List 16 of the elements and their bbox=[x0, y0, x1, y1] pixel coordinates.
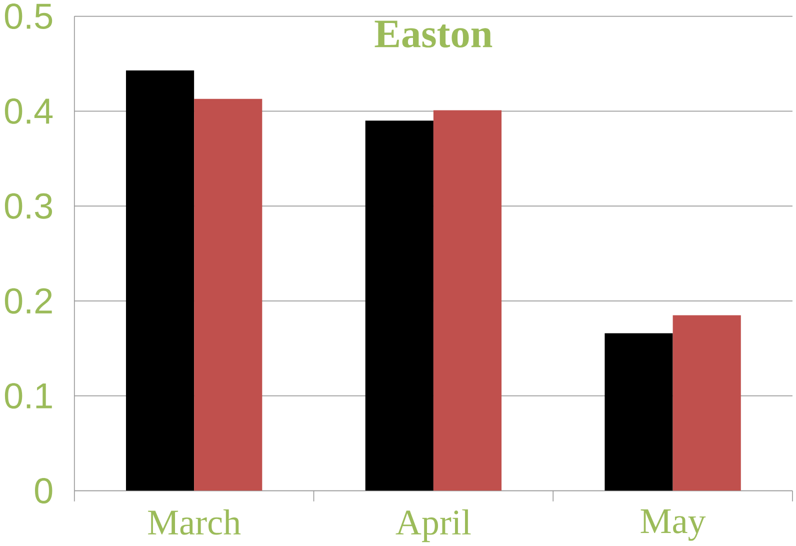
y-tick-label: 0.3 bbox=[4, 194, 52, 220]
y-tick-label: 0.2 bbox=[4, 288, 52, 314]
y-tick-label: 0.5 bbox=[4, 4, 52, 30]
x-tick-label: May bbox=[640, 510, 706, 541]
y-tick-label: 0.1 bbox=[4, 383, 52, 409]
bar bbox=[433, 110, 502, 491]
chart-title: Easton bbox=[374, 20, 492, 48]
bar bbox=[672, 315, 741, 491]
bar bbox=[126, 70, 194, 491]
y-tick-label: 0 bbox=[35, 478, 52, 504]
y-tick-label: 0.4 bbox=[4, 98, 53, 124]
bar bbox=[365, 120, 434, 491]
bar bbox=[194, 99, 262, 491]
bar bbox=[604, 333, 673, 491]
x-tick-label: April bbox=[396, 510, 471, 542]
x-tick-label: March bbox=[148, 510, 241, 535]
